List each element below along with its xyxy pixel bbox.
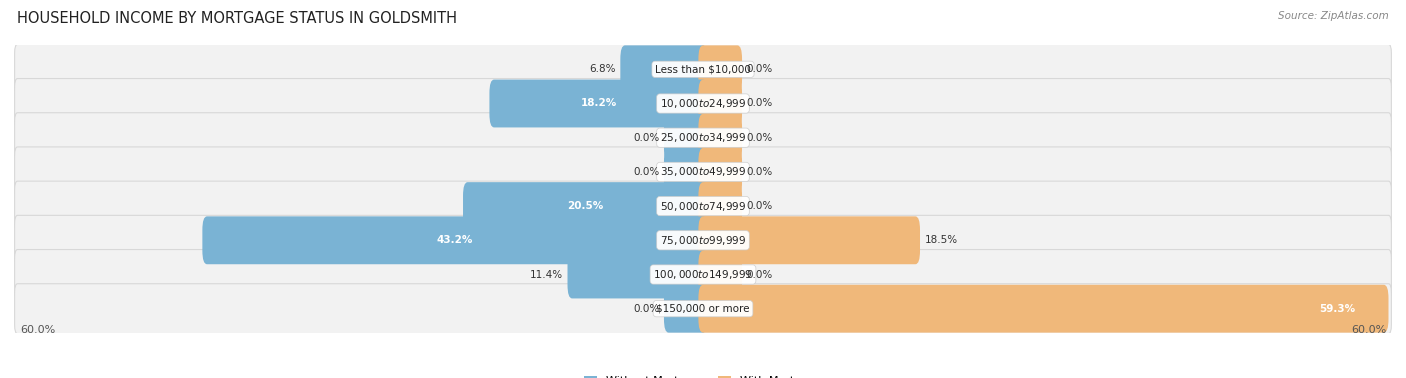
- Text: Less than $10,000: Less than $10,000: [655, 64, 751, 74]
- Text: 0.0%: 0.0%: [633, 304, 659, 314]
- FancyBboxPatch shape: [202, 216, 707, 264]
- FancyBboxPatch shape: [664, 285, 707, 333]
- FancyBboxPatch shape: [14, 79, 1392, 129]
- FancyBboxPatch shape: [620, 45, 707, 93]
- FancyBboxPatch shape: [14, 249, 1392, 299]
- Text: 11.4%: 11.4%: [530, 270, 562, 279]
- Text: Source: ZipAtlas.com: Source: ZipAtlas.com: [1278, 11, 1389, 21]
- Text: $100,000 to $149,999: $100,000 to $149,999: [654, 268, 752, 281]
- Text: 0.0%: 0.0%: [747, 64, 773, 74]
- Text: 0.0%: 0.0%: [747, 270, 773, 279]
- FancyBboxPatch shape: [14, 215, 1392, 265]
- FancyBboxPatch shape: [699, 251, 742, 299]
- Text: $75,000 to $99,999: $75,000 to $99,999: [659, 234, 747, 247]
- FancyBboxPatch shape: [699, 285, 1389, 333]
- Text: 59.3%: 59.3%: [1319, 304, 1355, 314]
- Text: 20.5%: 20.5%: [567, 201, 603, 211]
- FancyBboxPatch shape: [699, 114, 742, 162]
- Text: $50,000 to $74,999: $50,000 to $74,999: [659, 200, 747, 212]
- Text: 60.0%: 60.0%: [20, 325, 55, 335]
- FancyBboxPatch shape: [14, 284, 1392, 334]
- FancyBboxPatch shape: [699, 45, 742, 93]
- Text: 0.0%: 0.0%: [633, 167, 659, 177]
- Text: 6.8%: 6.8%: [589, 64, 616, 74]
- Text: 0.0%: 0.0%: [747, 201, 773, 211]
- FancyBboxPatch shape: [14, 181, 1392, 231]
- Text: $150,000 or more: $150,000 or more: [657, 304, 749, 314]
- FancyBboxPatch shape: [699, 216, 920, 264]
- FancyBboxPatch shape: [699, 148, 742, 196]
- FancyBboxPatch shape: [489, 79, 707, 127]
- FancyBboxPatch shape: [664, 148, 707, 196]
- Text: 0.0%: 0.0%: [747, 133, 773, 143]
- Text: $35,000 to $49,999: $35,000 to $49,999: [659, 166, 747, 178]
- FancyBboxPatch shape: [699, 182, 742, 230]
- Text: $10,000 to $24,999: $10,000 to $24,999: [659, 97, 747, 110]
- Text: $25,000 to $34,999: $25,000 to $34,999: [659, 131, 747, 144]
- Text: 18.2%: 18.2%: [581, 99, 617, 108]
- FancyBboxPatch shape: [463, 182, 707, 230]
- Text: 18.5%: 18.5%: [925, 235, 957, 245]
- FancyBboxPatch shape: [699, 79, 742, 127]
- FancyBboxPatch shape: [14, 147, 1392, 197]
- Text: 60.0%: 60.0%: [1351, 325, 1386, 335]
- Legend: Without Mortgage, With Mortgage: Without Mortgage, With Mortgage: [579, 371, 827, 378]
- Text: 0.0%: 0.0%: [633, 133, 659, 143]
- FancyBboxPatch shape: [664, 114, 707, 162]
- FancyBboxPatch shape: [14, 113, 1392, 163]
- FancyBboxPatch shape: [14, 44, 1392, 94]
- FancyBboxPatch shape: [568, 251, 707, 299]
- Text: 0.0%: 0.0%: [747, 167, 773, 177]
- Text: 0.0%: 0.0%: [747, 99, 773, 108]
- Text: HOUSEHOLD INCOME BY MORTGAGE STATUS IN GOLDSMITH: HOUSEHOLD INCOME BY MORTGAGE STATUS IN G…: [17, 11, 457, 26]
- Text: 43.2%: 43.2%: [437, 235, 474, 245]
